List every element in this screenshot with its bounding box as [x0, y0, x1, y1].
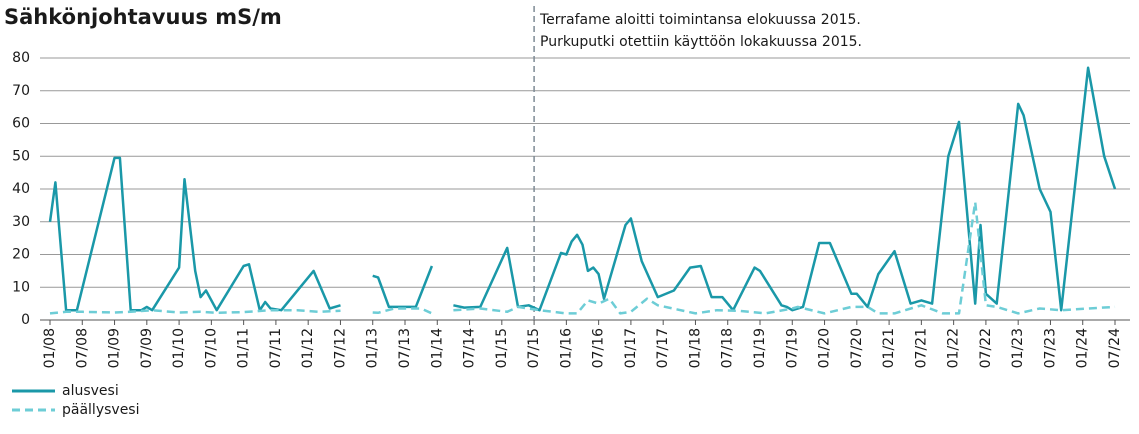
x-tick-label: 01/20 [817, 328, 833, 368]
x-tick-label: 01/24 [1075, 328, 1091, 368]
x-tick-label: 07/21 [913, 328, 929, 368]
x-tick-label: 01/09 [107, 328, 123, 368]
x-tick-label: 01/16 [558, 328, 574, 368]
y-tick-label: 60 [12, 116, 30, 132]
legend-label: päällysvesi [62, 402, 140, 418]
x-tick-label: 07/18 [720, 328, 736, 368]
x-tick-label: 01/10 [171, 328, 187, 368]
x-tick-label: 07/10 [203, 328, 219, 368]
x-tick-label: 07/09 [139, 328, 155, 368]
x-tick-label: 01/22 [946, 328, 962, 368]
series-line [49, 200, 1116, 315]
x-tick-label: 01/18 [687, 328, 703, 368]
y-tick-label: 0 [21, 312, 30, 328]
x-tick-label: 01/13 [365, 328, 381, 368]
x-tick-label: 07/11 [268, 328, 284, 368]
x-tick-label: 07/23 [1042, 328, 1058, 368]
x-tick-label: 01/23 [1010, 328, 1026, 368]
x-tick-label: 07/15 [526, 328, 542, 368]
annotation: Terrafame aloitti toimintansa elokuussa … [539, 12, 861, 28]
x-tick-label: 01/11 [236, 328, 252, 368]
annotation: Purkuputki otettiin käyttöön lokakuussa … [540, 34, 862, 50]
x-tick-label: 07/08 [74, 328, 90, 368]
x-tick-label: 01/12 [300, 328, 316, 368]
x-tick-label: 01/17 [623, 328, 639, 368]
y-tick-label: 30 [12, 214, 30, 230]
x-tick-label: 07/22 [978, 328, 994, 368]
x-tick-label: 07/13 [397, 328, 413, 368]
x-tick-label: 07/24 [1107, 328, 1123, 368]
x-tick-label: 07/19 [784, 328, 800, 368]
x-tick-label: 07/17 [655, 328, 671, 368]
x-tick-label: 07/16 [591, 328, 607, 368]
y-tick-label: 40 [12, 181, 30, 197]
y-tick-label: 10 [12, 279, 30, 295]
legend-label: alusvesi [62, 383, 119, 399]
x-tick-label: 01/08 [42, 328, 58, 368]
chart-title: Sähkönjohtavuus mS/m [4, 5, 282, 29]
y-tick-label: 80 [12, 50, 30, 66]
x-tick-label: 07/12 [332, 328, 348, 368]
x-tick-label: 01/14 [429, 328, 445, 368]
x-tick-label: 07/20 [849, 328, 865, 368]
y-tick-label: 20 [12, 247, 30, 263]
y-tick-label: 70 [12, 83, 30, 99]
x-tick-label: 07/14 [462, 328, 478, 368]
x-tick-label: 01/21 [881, 328, 897, 368]
series-line [48, 66, 1117, 312]
y-tick-label: 50 [12, 148, 30, 164]
x-tick-label: 01/15 [494, 328, 510, 368]
x-tick-label: 01/19 [752, 328, 768, 368]
